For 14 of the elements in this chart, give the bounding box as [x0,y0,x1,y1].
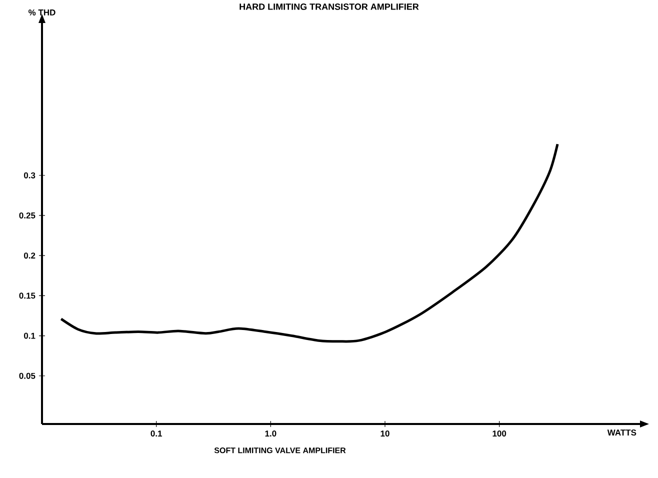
y-tick-label: 0.15 [19,292,36,299]
x-tick-label: 0.1 [150,430,162,437]
y-tick-label: 0.1 [24,332,36,339]
chart-title: HARD LIMITING TRANSISTOR AMPLIFIER [240,4,419,10]
y-tick-label: 0.25 [19,212,36,218]
text: SOFT LIMITING VALVE AMPLIFIER [214,448,346,454]
y-tick-label: 0.2 [24,252,36,259]
x-tick-label: 10 [380,430,390,437]
x-tick-label: 100 [492,430,506,437]
y-tick-label: 0.3 [24,172,36,178]
x-axis-title: WATTS [607,430,636,436]
y-tick-label: 0.05 [19,372,36,379]
x-tick-label: 1.0 [265,430,276,437]
y-axis-title: % THD [28,9,56,16]
